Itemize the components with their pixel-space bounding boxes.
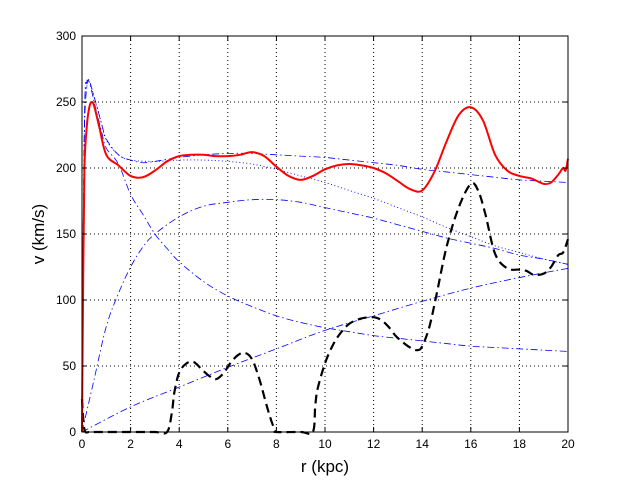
y-tick-label: 50	[63, 359, 77, 373]
y-axis-label: v (km/s)	[29, 204, 48, 264]
x-tick-label: 20	[561, 437, 575, 451]
y-tick-label: 0	[69, 425, 76, 439]
grid	[82, 36, 568, 432]
series-line-6	[81, 100, 569, 433]
x-tick-label: 8	[273, 437, 280, 451]
series-line-2	[81, 198, 569, 433]
y-tick-label: 100	[56, 293, 76, 307]
x-tick-label: 10	[318, 437, 332, 451]
x-tick-label: 16	[464, 437, 478, 451]
series-layer	[80, 77, 570, 436]
series-line-1	[81, 79, 569, 433]
x-tick-label: 2	[127, 437, 134, 451]
x-tick-label: 4	[176, 437, 183, 451]
y-tick-label: 150	[56, 227, 76, 241]
x-axis-label: r (kpc)	[301, 457, 349, 476]
series-line-3	[81, 267, 569, 433]
y-tick-label: 300	[56, 29, 76, 43]
x-tick-label: 6	[224, 437, 231, 451]
x-tick-label: 18	[513, 437, 527, 451]
y-tick-label: 250	[56, 95, 76, 109]
series-line-7	[80, 181, 570, 436]
y-tick-label: 200	[56, 161, 76, 175]
x-tick-label: 12	[367, 437, 381, 451]
x-tick-label: 14	[416, 437, 430, 451]
x-tick-label: 0	[79, 437, 86, 451]
series-line-5	[81, 80, 569, 433]
series-line-4	[81, 77, 569, 433]
